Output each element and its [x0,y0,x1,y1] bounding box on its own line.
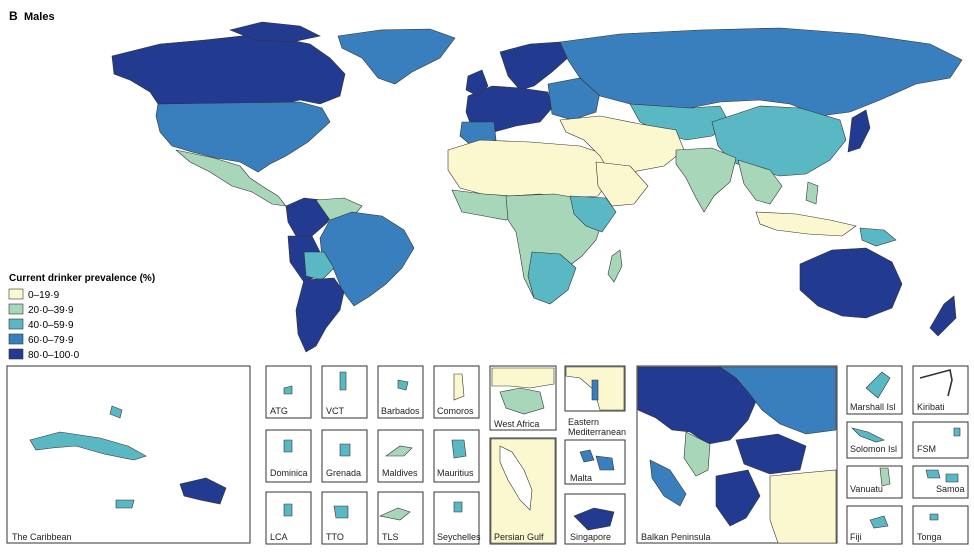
legend-swatch [8,288,24,300]
inset-label-malta: Malta [570,473,592,483]
legend-swatch [8,333,24,345]
inset-tonga [912,505,969,545]
inset-label-tonga: Tonga [917,532,942,542]
inset-label-seychelles: Seychelles [437,532,481,542]
inset-label-eastern-med-1: Eastern [568,417,599,427]
region-philippines [805,181,819,205]
region-se-asia [737,159,783,205]
region-russia [559,27,963,117]
inset-label-persian-gulf: Persian Gulf [494,532,544,542]
legend-swatch [8,348,24,360]
region-indonesia [755,211,857,237]
region-uk [465,69,489,97]
region-png [859,227,897,247]
inset-malta [564,439,626,485]
region-greenland [337,28,456,85]
island-hispaniola [179,477,227,505]
inset-label-tls: TLS [382,532,399,542]
figure-title: Males [24,11,55,23]
insets: The Caribbean ATG VCT Barbados Comoros D… [6,365,969,545]
inset-label-fsm: FSM [917,444,936,454]
region-southern-africa [527,251,577,305]
inset-label-balkan: Balkan Peninsula [641,532,711,542]
inset-barbados [377,365,424,419]
region-madagascar [607,249,623,283]
inset-vanuatu [846,465,903,499]
inset-label-eastern-med-2: Mediterranean [568,427,626,437]
inset-samoa [912,465,969,499]
inset-label-mauritius: Mauritius [437,468,474,478]
region-canada [111,33,346,107]
region-india [675,147,737,213]
inset-label-dominica: Dominica [270,468,308,478]
inset-label-vct: VCT [326,406,345,416]
region-argentina [295,277,345,353]
inset-seychelles [433,491,480,545]
region-japan [847,109,871,153]
inset-label-atg: ATG [270,406,288,416]
legend-swatch [8,318,24,330]
inset-label-samoa: Samoa [936,484,965,494]
inset-label-kiribati: Kiribati [917,402,945,412]
inset-label-maldives: Maldives [382,468,418,478]
inset-lca [265,491,312,545]
region-north-africa [447,139,613,199]
legend: Current drinker prevalence (%) 0–19·9 20·… [8,273,155,361]
inset-label-marshall: Marshall Isl [850,402,896,412]
inset-label-tto: TTO [326,532,344,542]
inset-label-west-africa: West Africa [494,419,539,429]
legend-label: 0–19·9 [28,290,60,301]
inset-kiribati [912,365,969,415]
inset-atg [265,365,312,419]
inset-label-fiji: Fiji [850,532,862,542]
inset-label-lca: LCA [270,532,288,542]
island-bahamas [109,405,123,419]
legend-label: 60·0–79·9 [28,335,74,346]
legend-label: 40·0–59·9 [28,320,74,331]
legend-label: 80·0–100·0 [28,350,80,361]
region-bolivia [303,251,335,281]
region-arabia [595,161,649,207]
inset-label-solomon: Solomon Isl [850,444,897,454]
region-new-zealand [929,295,957,337]
inset-label-comoros: Comoros [437,406,474,416]
inset-singapore [564,493,626,545]
legend-swatch [8,303,24,315]
inset-label-singapore: Singapore [570,532,611,542]
inset-label-vanuatu: Vanuatu [850,484,883,494]
inset-label-caribbean: The Caribbean [12,532,72,542]
region-arctic-islands [229,21,321,43]
world-map [111,21,963,353]
region-middle-east [559,115,685,177]
legend-title: Current drinker prevalence (%) [9,273,155,284]
region-east-africa [569,195,617,233]
region-scandinavia [499,41,571,91]
region-usa [155,101,331,173]
island-cuba [29,431,147,461]
inset-label-barbados: Barbados [381,406,420,416]
island-jamaica [115,499,135,509]
region-australia [799,247,903,319]
panel-letter: B [9,9,18,23]
inset-label-grenada: Grenada [326,468,361,478]
inset-dominica [265,429,312,483]
legend-label: 20·0–39·9 [28,305,74,316]
